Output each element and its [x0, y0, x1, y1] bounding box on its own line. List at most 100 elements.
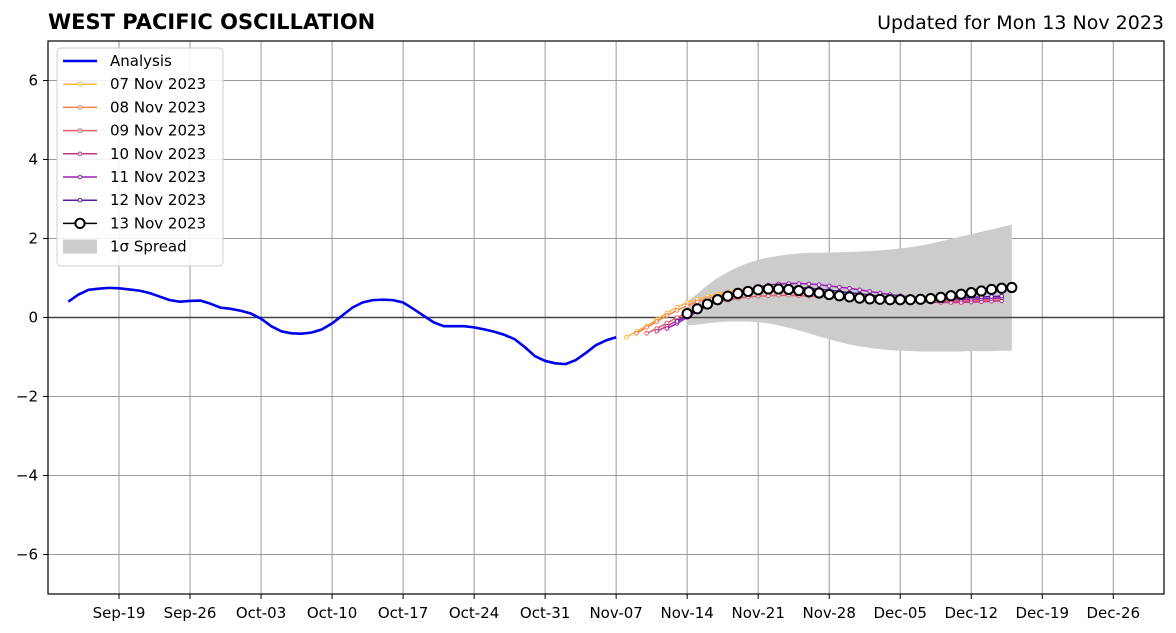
legend-label-6: 12 Nov 2023	[110, 191, 206, 209]
forecast-point-4-18	[847, 285, 852, 291]
x-tick-label-2: Oct-03	[236, 604, 286, 622]
latest-point-23	[914, 293, 927, 305]
latest-point-27	[955, 288, 967, 300]
latest-point-29	[975, 285, 987, 297]
legend-label-2: 08 Nov 2023	[110, 98, 206, 116]
latest-point-9	[772, 283, 785, 295]
forecast-point-4-0	[664, 326, 670, 331]
latest-point-4	[722, 290, 734, 302]
x-tick-label-9: Nov-21	[731, 604, 784, 622]
x-tick-label-1: Sep-26	[164, 604, 217, 622]
legend-box	[56, 47, 224, 267]
legend-entry-1: 07 Nov 2023	[63, 75, 206, 93]
forecast-point-4-13	[796, 281, 802, 286]
latest-point-0	[681, 307, 693, 320]
legend-entry-3: 09 Nov 2023	[63, 122, 206, 140]
latest-point-11	[793, 285, 805, 297]
x-tick-label-4: Oct-17	[378, 604, 428, 622]
forecast-point-1-1	[644, 325, 649, 330]
legend-marker-4	[77, 151, 83, 157]
latest-point-32	[1006, 281, 1018, 294]
legend-marker-7	[74, 217, 86, 229]
y-tick-label-3: 0	[28, 309, 38, 327]
forecast-point-1-3	[664, 313, 670, 318]
x-tick-label-12: Dec-12	[944, 604, 998, 622]
legend-marker-1	[77, 81, 83, 87]
latest-point-5	[732, 287, 744, 300]
latest-point-16	[843, 291, 856, 303]
forecast-point-4-17	[837, 284, 842, 290]
forecast-point-0-0	[623, 334, 629, 340]
x-tick-label-8: Nov-14	[660, 604, 713, 622]
y-tick-label-4: 2	[28, 230, 38, 248]
forecast-point-4-19	[857, 287, 862, 293]
legend-label-7: 13 Nov 2023	[110, 214, 206, 232]
y-tick-label-2: −2	[16, 388, 38, 406]
latest-point-20	[884, 294, 896, 306]
forecast-point-4-14	[806, 281, 812, 287]
legend-label-5: 11 Nov 2023	[110, 168, 206, 186]
forecast-point-5-31	[989, 294, 994, 299]
legend-entry-4: 10 Nov 2023	[63, 145, 206, 163]
latest-point-7	[752, 284, 764, 296]
forecast-point-1-0	[634, 331, 639, 336]
forecast-point-1-4	[674, 308, 680, 313]
latest-point-22	[904, 294, 916, 306]
legend-entry-8: 1σ Spread	[63, 238, 187, 256]
latest-point-30	[985, 283, 998, 296]
legend-entry-0: Analysis	[63, 52, 172, 70]
latest-point-15	[833, 290, 845, 302]
chart-title: WEST PACIFIC OSCILLATION	[48, 10, 375, 34]
latest-point-17	[854, 292, 866, 304]
legend-entry-7: 13 Nov 2023	[63, 214, 206, 232]
forecast-point-3-0	[654, 329, 660, 334]
legend-marker-5	[77, 174, 83, 180]
latest-point-13	[813, 287, 825, 299]
latest-point-19	[874, 293, 886, 305]
forecast-point-4-15	[816, 282, 822, 288]
y-tick-label-6: 6	[28, 72, 38, 90]
legend: Analysis 07 Nov 2023 08 Nov 2023 09 Nov 202…	[56, 47, 224, 267]
x-tick-label-6: Oct-31	[520, 604, 570, 622]
x-tick-label-0: Sep-19	[93, 604, 146, 622]
latest-point-24	[925, 292, 937, 305]
legend-label-3: 09 Nov 2023	[110, 122, 206, 140]
forecast-point-1-2	[654, 319, 660, 324]
latest-point-6	[742, 285, 754, 298]
y-tick-label-5: 4	[28, 151, 38, 169]
x-tick-label-7: Nov-07	[589, 604, 642, 622]
legend-label-8: 1σ Spread	[110, 238, 187, 256]
latest-point-25	[935, 291, 947, 303]
legend-label-0: Analysis	[110, 52, 172, 70]
x-tick-label-13: Dec-19	[1015, 604, 1069, 622]
latest-point-28	[965, 287, 977, 299]
forecast-point-5-0	[674, 319, 680, 324]
forecast-point-2-0	[644, 331, 649, 336]
legend-marker-2	[77, 105, 83, 110]
latest-point-10	[783, 283, 795, 296]
y-tick-label-1: −4	[16, 467, 38, 485]
latest-point-3	[712, 294, 724, 306]
updated-label: Updated for Mon 13 Nov 2023	[877, 12, 1164, 34]
legend-label-4: 10 Nov 2023	[110, 145, 206, 163]
latest-point-18	[864, 293, 876, 305]
forecast-point-5-32	[999, 293, 1004, 299]
legend-entry-6: 12 Nov 2023	[63, 191, 206, 209]
series-analysis-line	[67, 286, 617, 366]
x-tick-label-11: Dec-05	[873, 604, 927, 622]
series-layer	[67, 281, 1018, 366]
latest-point-12	[803, 286, 815, 298]
legend-entry-2: 08 Nov 2023	[63, 98, 206, 116]
x-tick-label-5: Oct-24	[449, 604, 499, 622]
x-tick-label-3: Oct-10	[307, 604, 357, 622]
latest-point-31	[996, 282, 1008, 294]
y-tick-label-0: −6	[16, 546, 38, 564]
legend-marker-6	[77, 197, 83, 203]
forecast-point-1-5	[684, 303, 690, 308]
legend-entry-5: 11 Nov 2023	[63, 168, 206, 186]
legend-swatch-8	[63, 239, 97, 254]
latest-point-8	[762, 283, 774, 295]
latest-point-1	[691, 303, 703, 315]
series-latest	[681, 281, 1018, 320]
